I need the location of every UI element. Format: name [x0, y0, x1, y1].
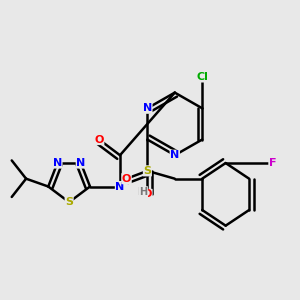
Text: S: S	[65, 197, 73, 207]
Text: Cl: Cl	[196, 72, 208, 82]
Text: O: O	[122, 174, 131, 184]
Text: H: H	[140, 187, 148, 197]
Text: F: F	[269, 158, 276, 168]
Text: N: N	[116, 182, 124, 191]
Text: N: N	[170, 150, 179, 160]
Text: H: H	[137, 187, 145, 197]
Text: N: N	[53, 158, 62, 168]
Text: N: N	[76, 158, 86, 168]
Text: O: O	[94, 135, 104, 145]
Text: S: S	[143, 166, 152, 176]
Text: O: O	[143, 189, 152, 199]
Text: N: N	[143, 103, 152, 113]
